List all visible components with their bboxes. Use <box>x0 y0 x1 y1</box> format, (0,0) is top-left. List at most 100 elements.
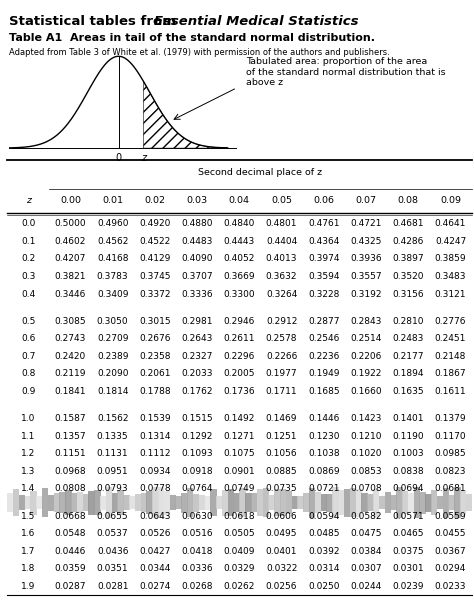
Text: 0.3520: 0.3520 <box>392 272 424 281</box>
Text: 0.4641: 0.4641 <box>435 220 466 228</box>
Bar <box>48 494 54 511</box>
Bar <box>286 491 292 514</box>
Text: 0.0367: 0.0367 <box>435 547 466 556</box>
Text: 0.4681: 0.4681 <box>392 220 424 228</box>
Text: 0.0256: 0.0256 <box>266 582 297 591</box>
Text: 0.0314: 0.0314 <box>308 564 339 574</box>
Text: 0.0559: 0.0559 <box>435 512 466 521</box>
Text: 0.3483: 0.3483 <box>435 272 466 281</box>
Text: 0.3974: 0.3974 <box>308 255 339 263</box>
Text: 0.0951: 0.0951 <box>97 467 128 476</box>
Text: 0.2946: 0.2946 <box>224 317 255 325</box>
Text: 0.3821: 0.3821 <box>55 272 86 281</box>
Bar <box>437 495 443 509</box>
Text: 0.1230: 0.1230 <box>308 432 339 441</box>
Bar <box>13 489 19 516</box>
Bar <box>466 494 472 511</box>
Text: 0.0548: 0.0548 <box>55 529 86 538</box>
Bar <box>30 491 36 515</box>
Text: 0.1003: 0.1003 <box>392 450 424 459</box>
Text: 0.1190: 0.1190 <box>392 432 424 441</box>
Bar <box>320 494 327 511</box>
Text: 0.4207: 0.4207 <box>55 255 86 263</box>
Text: 0.4013: 0.4013 <box>266 255 297 263</box>
Bar <box>106 487 112 518</box>
Text: 0.0735: 0.0735 <box>266 485 297 494</box>
Text: 0.4960: 0.4960 <box>97 220 128 228</box>
Bar <box>373 488 379 517</box>
Text: 0.2912: 0.2912 <box>266 317 297 325</box>
Text: 0.7: 0.7 <box>21 352 36 361</box>
Text: 0.1867: 0.1867 <box>435 370 466 379</box>
Text: 0.0384: 0.0384 <box>350 547 382 556</box>
Text: 0.1922: 0.1922 <box>350 370 382 379</box>
Text: 0.08: 0.08 <box>398 196 419 205</box>
Text: 0.1446: 0.1446 <box>308 414 339 423</box>
Text: 0.1251: 0.1251 <box>266 432 297 441</box>
Text: 0.0885: 0.0885 <box>266 467 297 476</box>
Text: 0.1423: 0.1423 <box>350 414 382 423</box>
Bar <box>111 493 118 512</box>
Text: 1.6: 1.6 <box>21 529 36 538</box>
Text: 0.0465: 0.0465 <box>392 529 424 538</box>
Text: 0.3300: 0.3300 <box>224 290 255 299</box>
Bar <box>146 491 153 514</box>
Text: 1.0: 1.0 <box>21 414 36 423</box>
Text: 0.1075: 0.1075 <box>224 450 255 459</box>
Bar <box>309 488 315 517</box>
Text: 0.1379: 0.1379 <box>435 414 466 423</box>
Bar <box>216 496 222 509</box>
Bar <box>239 488 246 517</box>
Bar <box>251 493 257 512</box>
Text: 0.2206: 0.2206 <box>350 352 382 361</box>
Text: 0.1131: 0.1131 <box>97 450 128 459</box>
Text: 0.0427: 0.0427 <box>139 547 171 556</box>
Text: 0.09: 0.09 <box>440 196 461 205</box>
Text: 0.3745: 0.3745 <box>139 272 171 281</box>
Text: 0.2981: 0.2981 <box>182 317 213 325</box>
Text: 0.2090: 0.2090 <box>97 370 128 379</box>
Text: 0.4562: 0.4562 <box>97 237 128 246</box>
Text: 0.3: 0.3 <box>21 272 36 281</box>
Text: 0.3228: 0.3228 <box>308 290 339 299</box>
Text: 0.0655: 0.0655 <box>97 512 128 521</box>
Text: 0.0808: 0.0808 <box>55 485 86 494</box>
Text: 0.0793: 0.0793 <box>97 485 128 494</box>
Text: 0.0749: 0.0749 <box>224 485 255 494</box>
Text: Second decimal place of z: Second decimal place of z <box>199 168 322 177</box>
Text: 0.3264: 0.3264 <box>266 290 297 299</box>
Text: 0.3707: 0.3707 <box>182 272 213 281</box>
Bar <box>65 491 72 515</box>
Bar <box>234 493 240 512</box>
Text: Essential Medical Statistics: Essential Medical Statistics <box>154 15 358 28</box>
Text: 0.0516: 0.0516 <box>182 529 213 538</box>
Text: 0.4602: 0.4602 <box>55 237 86 246</box>
Text: 1.3: 1.3 <box>21 467 36 476</box>
Bar <box>170 495 176 510</box>
Text: 0.0307: 0.0307 <box>350 564 382 574</box>
Text: 0.0537: 0.0537 <box>97 529 128 538</box>
Text: 0.2061: 0.2061 <box>139 370 171 379</box>
Bar <box>94 491 100 515</box>
Bar <box>268 495 275 510</box>
Bar <box>205 495 211 509</box>
Text: 0.1170: 0.1170 <box>435 432 466 441</box>
Bar <box>344 489 350 517</box>
Text: 0.3015: 0.3015 <box>139 317 171 325</box>
Text: 0.0485: 0.0485 <box>308 529 339 538</box>
Text: Adapted from Table 3 of White et al. (1979) with permission of the authors and p: Adapted from Table 3 of White et al. (19… <box>9 48 390 57</box>
Bar <box>7 492 13 512</box>
Text: 0.0268: 0.0268 <box>182 582 213 591</box>
Text: 0.1587: 0.1587 <box>55 414 86 423</box>
Text: 0.0505: 0.0505 <box>224 529 255 538</box>
Text: 0.0322: 0.0322 <box>266 564 297 574</box>
Bar <box>443 488 449 517</box>
Bar <box>135 494 141 511</box>
Text: 0.4325: 0.4325 <box>350 237 382 246</box>
Text: 0.1401: 0.1401 <box>392 414 424 423</box>
Text: 0.1492: 0.1492 <box>224 414 255 423</box>
Text: 0.1469: 0.1469 <box>266 414 297 423</box>
Bar <box>379 496 385 509</box>
Bar <box>460 490 466 515</box>
Bar <box>100 495 106 509</box>
